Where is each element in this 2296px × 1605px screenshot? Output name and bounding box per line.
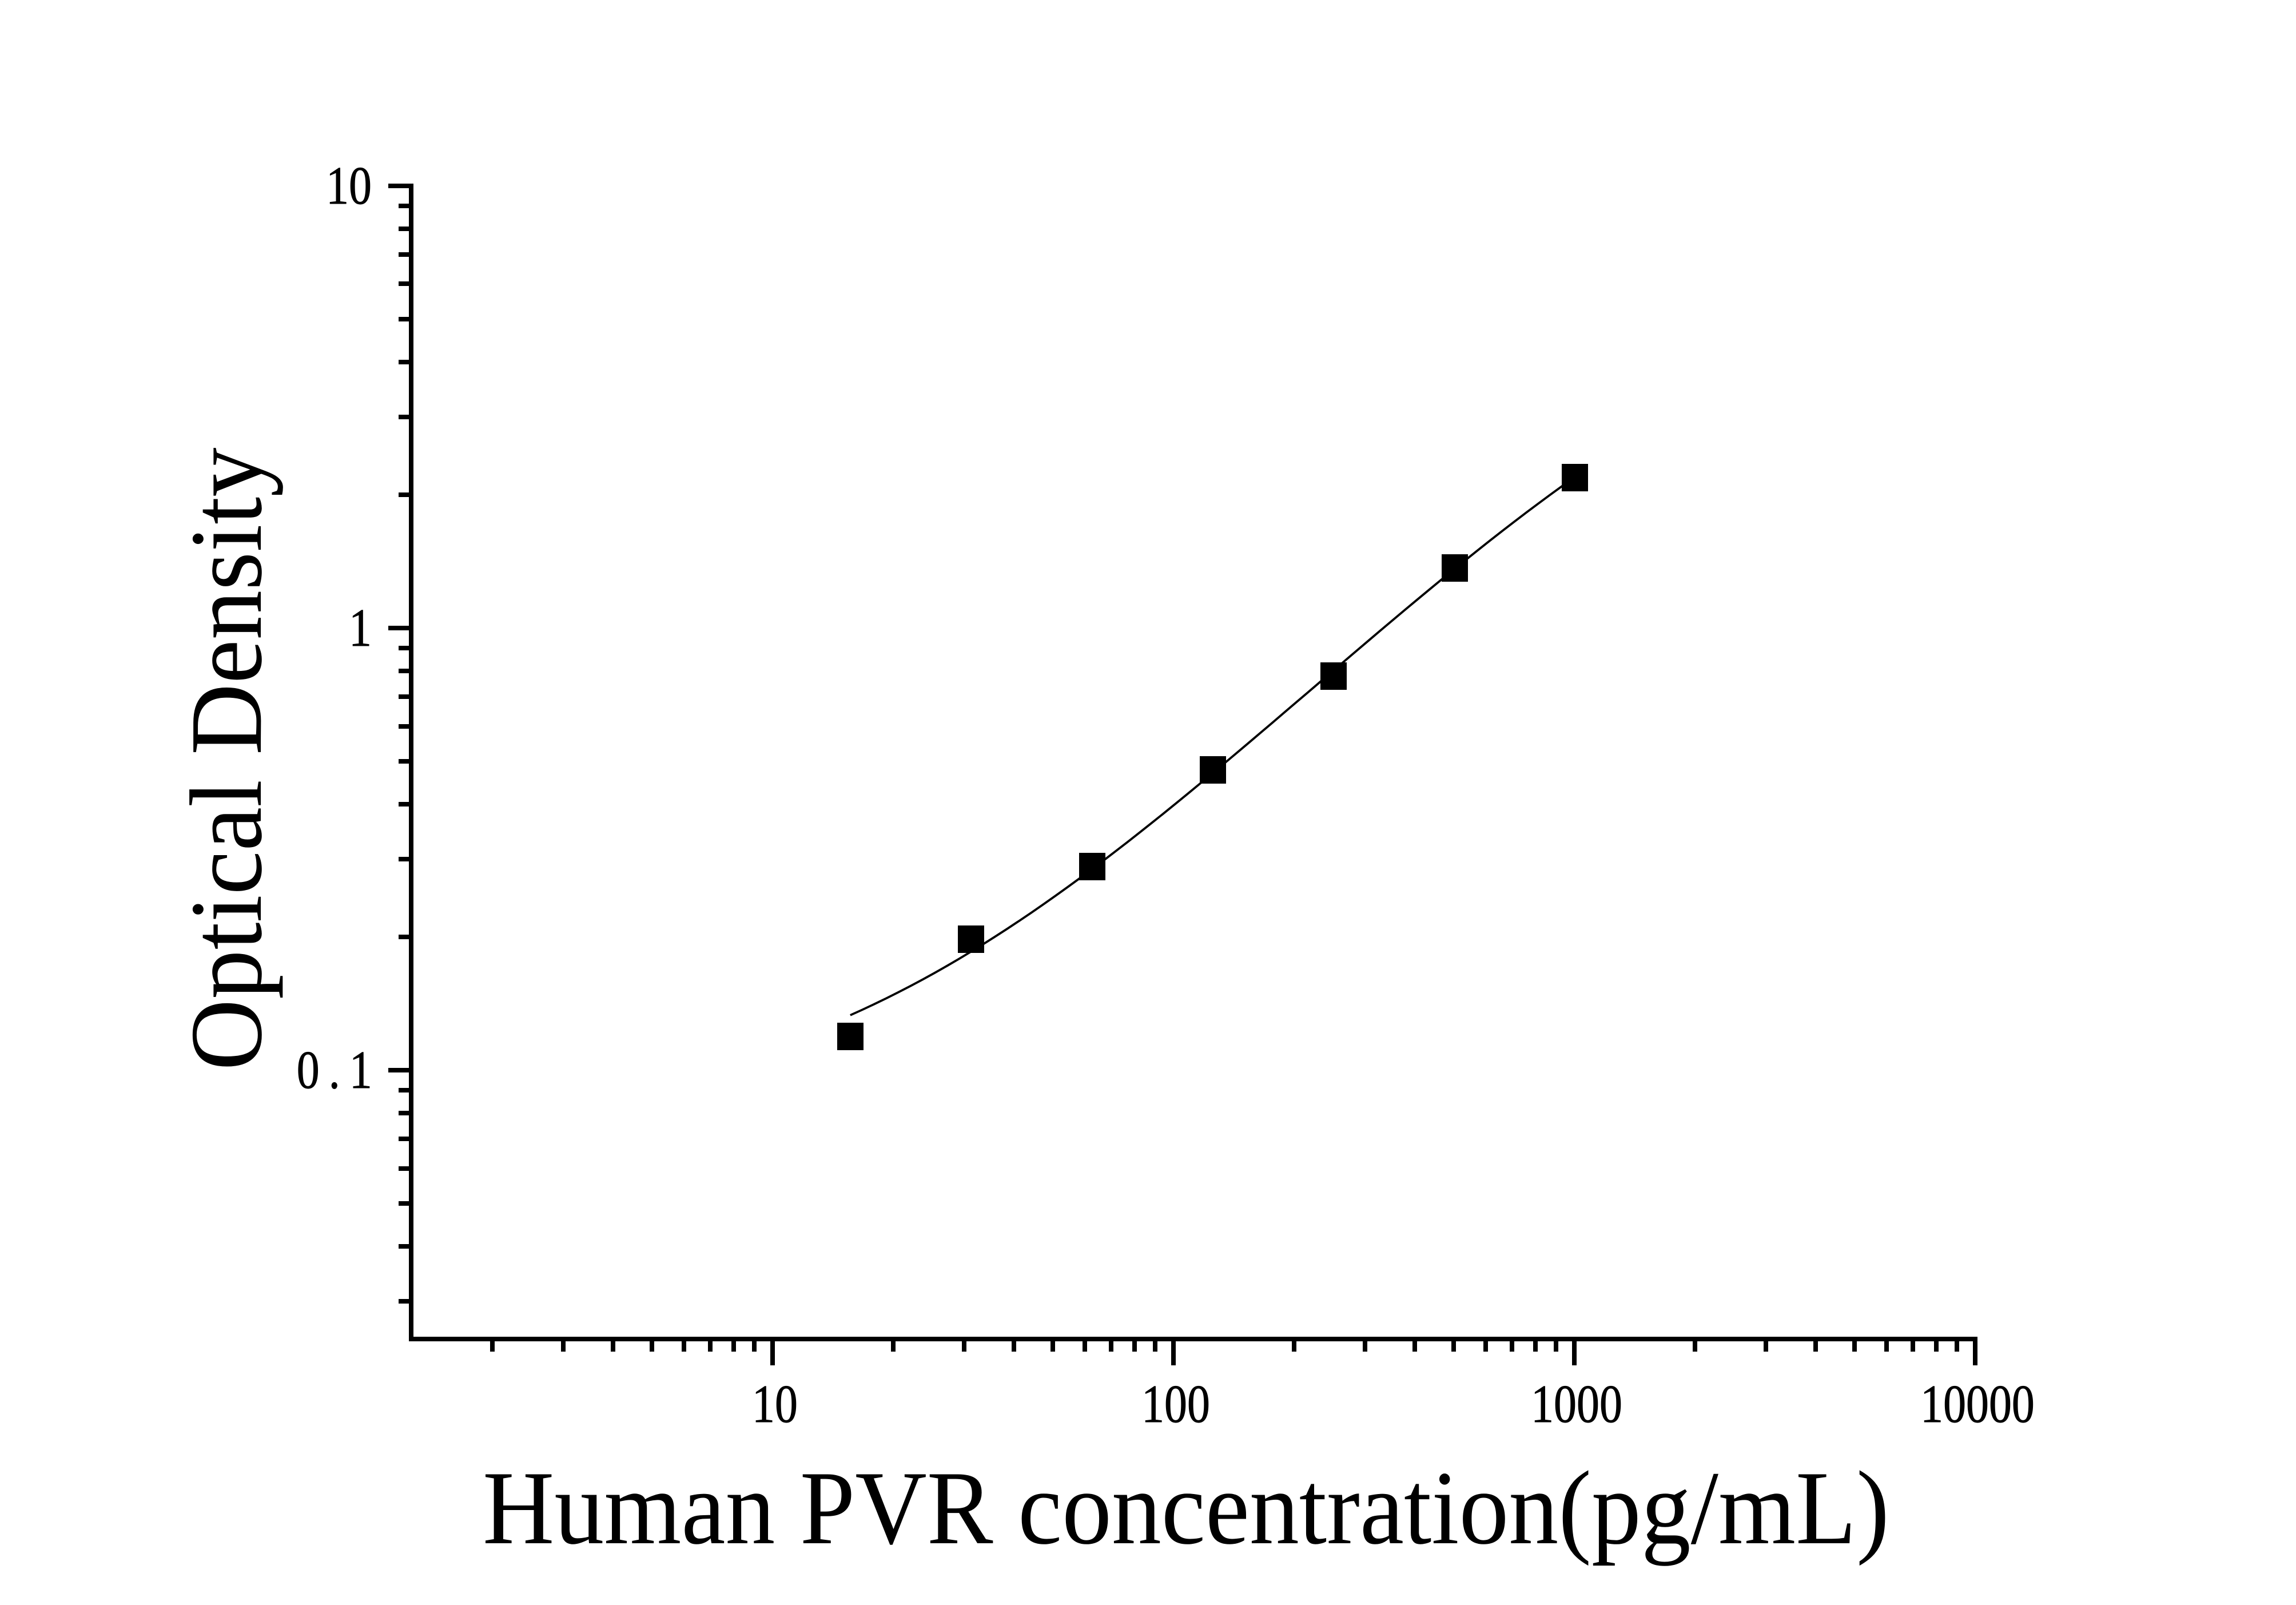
- svg-text:1000: 1000: [1531, 1374, 1622, 1434]
- svg-text:100: 100: [1141, 1374, 1210, 1434]
- svg-text:10: 10: [326, 156, 372, 216]
- svg-text:Optical Density: Optical Density: [170, 447, 284, 1070]
- svg-text:1: 1: [349, 598, 372, 658]
- svg-text:Human PVR concentration(pg/mL): Human PVR concentration(pg/mL): [483, 1449, 1889, 1566]
- svg-text:10: 10: [752, 1374, 798, 1434]
- svg-text:10000: 10000: [1920, 1374, 2035, 1434]
- svg-text:0.1: 0.1: [297, 1040, 381, 1100]
